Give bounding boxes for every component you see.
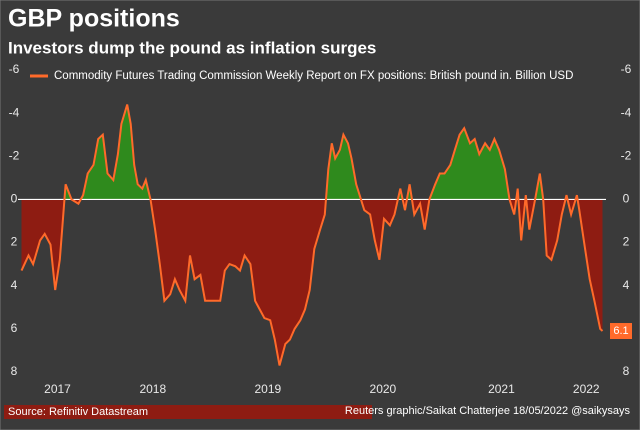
legend-label: Commodity Futures Trading Commission Wee…: [54, 70, 573, 82]
x-tick-label: 2019: [254, 382, 281, 396]
y-tick-label: -2: [9, 148, 20, 162]
y-tick-label: 6: [11, 321, 18, 335]
y2-tick-label: 4: [623, 278, 630, 292]
y2-tick-label: -4: [621, 105, 632, 119]
x-tick-label: 2018: [139, 382, 166, 396]
line: [20, 104, 604, 366]
y2-tick-label: 2: [623, 235, 630, 249]
area-negative: [64, 104, 578, 200]
last-value-label: 6.1: [613, 325, 628, 337]
y-tick-label: 0: [11, 192, 18, 206]
y-tick-label: 2: [11, 235, 18, 249]
y-tick-label: 8: [11, 364, 18, 378]
y-tick-label: -4: [9, 105, 20, 119]
y2-tick-label: -2: [621, 148, 632, 162]
source-band: [4, 405, 372, 419]
source: Source: Refinitiv Datastream: [8, 406, 148, 418]
area-positive: [21, 199, 603, 366]
y2-tick-label: -6: [621, 62, 632, 76]
y2-tick-label: 0: [623, 192, 630, 206]
last-value-box: [610, 323, 632, 340]
chart-title: GBP positions: [8, 5, 180, 33]
y-tick-label: 4: [11, 278, 18, 292]
y-tick-label: -6: [9, 62, 20, 76]
y2-tick-label: 8: [623, 364, 630, 378]
x-tick-label: 2020: [370, 382, 397, 396]
chart-subtitle: Investors dump the pound as inflation su…: [8, 38, 376, 57]
credit: Reuters graphic/Saikat Chatterjee 18/05/…: [345, 405, 631, 417]
x-tick-label: 2022: [573, 382, 600, 396]
x-tick-label: 2017: [44, 382, 71, 396]
x-tick-label: 2021: [488, 382, 515, 396]
